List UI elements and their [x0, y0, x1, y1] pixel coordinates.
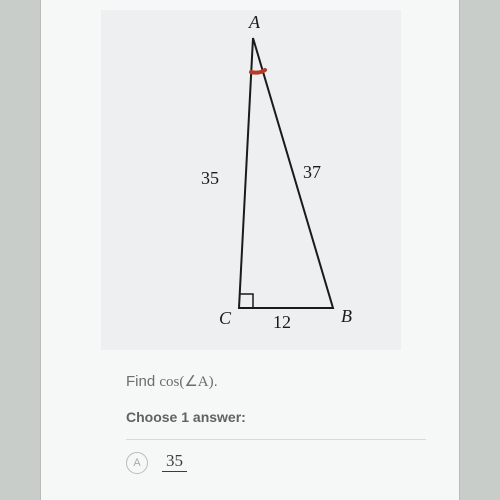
- triangle-svg: [101, 10, 401, 350]
- find-prefix: Find: [126, 373, 159, 390]
- fraction-denominator: [171, 472, 179, 474]
- find-math: cos(∠A): [159, 374, 213, 390]
- angle-a-marker: [251, 70, 265, 73]
- find-suffix: .: [214, 373, 218, 390]
- side-cb-label: 12: [273, 312, 291, 333]
- vertex-b-label: B: [341, 306, 352, 327]
- fraction-numerator: 35: [162, 452, 187, 472]
- question-area: Find cos(∠A). Choose 1 answer: A 35: [126, 372, 426, 474]
- answer-divider: [126, 439, 426, 440]
- side-ab-label: 37: [303, 162, 321, 183]
- vertex-a-label: A: [249, 12, 260, 33]
- answer-option-a[interactable]: A 35: [126, 452, 426, 474]
- option-circle-a[interactable]: A: [126, 452, 148, 474]
- option-letter: A: [133, 457, 140, 469]
- vertex-c-label: C: [219, 308, 231, 329]
- choose-label: Choose 1 answer:: [126, 409, 426, 425]
- option-fraction: 35: [162, 452, 187, 474]
- right-angle-marker: [239, 294, 253, 308]
- worksheet-page: A C B 35 37 12 Find cos(∠A). Choose 1 an…: [40, 0, 460, 500]
- find-prompt: Find cos(∠A).: [126, 372, 426, 391]
- triangle-diagram: A C B 35 37 12: [101, 10, 401, 350]
- side-ac-label: 35: [201, 168, 219, 189]
